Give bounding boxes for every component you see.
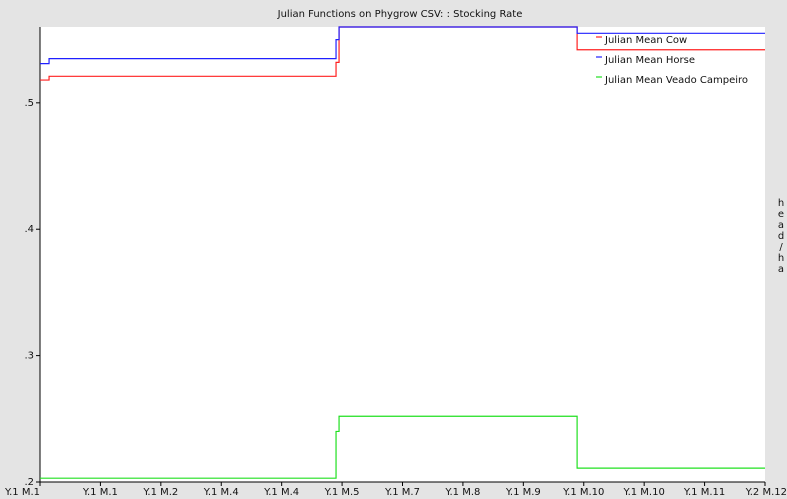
x-tick-label: Y.1 M.1 — [4, 487, 40, 498]
y-tick-label: .4 — [24, 224, 34, 235]
chart-title: Julian Functions on Phygrow CSV: : Stock… — [277, 9, 523, 20]
x-tick-label: Y.1 M.2 — [142, 487, 178, 498]
legend-label: Julian Mean Cow — [604, 35, 687, 46]
series-line — [40, 26, 765, 81]
y-tick-label: .2 — [24, 477, 34, 488]
plot-area — [40, 27, 765, 482]
x-tick-label: Y.1 M.7 — [384, 487, 420, 498]
legend-label: Julian Mean Horse — [604, 55, 695, 66]
y-tick-label: .5 — [24, 98, 34, 109]
x-tick-label: Y.1 M.10 — [622, 487, 664, 498]
y-tick-label: .3 — [24, 351, 34, 362]
x-tick-label: Y.1 M.4 — [263, 487, 299, 498]
x-tick-label: Y.1 M.4 — [203, 487, 239, 498]
legend-label: Julian Mean Veado Campeiro — [604, 75, 748, 86]
x-tick-label: Y.2 M.12 — [745, 487, 787, 498]
x-tick-label: Y.1 M.9 — [505, 487, 541, 498]
y2-axis-label: h e a d / h a — [778, 198, 784, 275]
series-line — [40, 26, 765, 65]
x-tick-label: Y.1 M.8 — [444, 487, 480, 498]
x-tick-label: Y.1 M.10 — [562, 487, 604, 498]
x-tick-label: Y.1 M.11 — [683, 487, 725, 498]
series-line — [40, 415, 765, 479]
x-tick-label: Y.1 M.1 — [82, 487, 118, 498]
x-tick-label: Y.1 M.5 — [324, 487, 360, 498]
